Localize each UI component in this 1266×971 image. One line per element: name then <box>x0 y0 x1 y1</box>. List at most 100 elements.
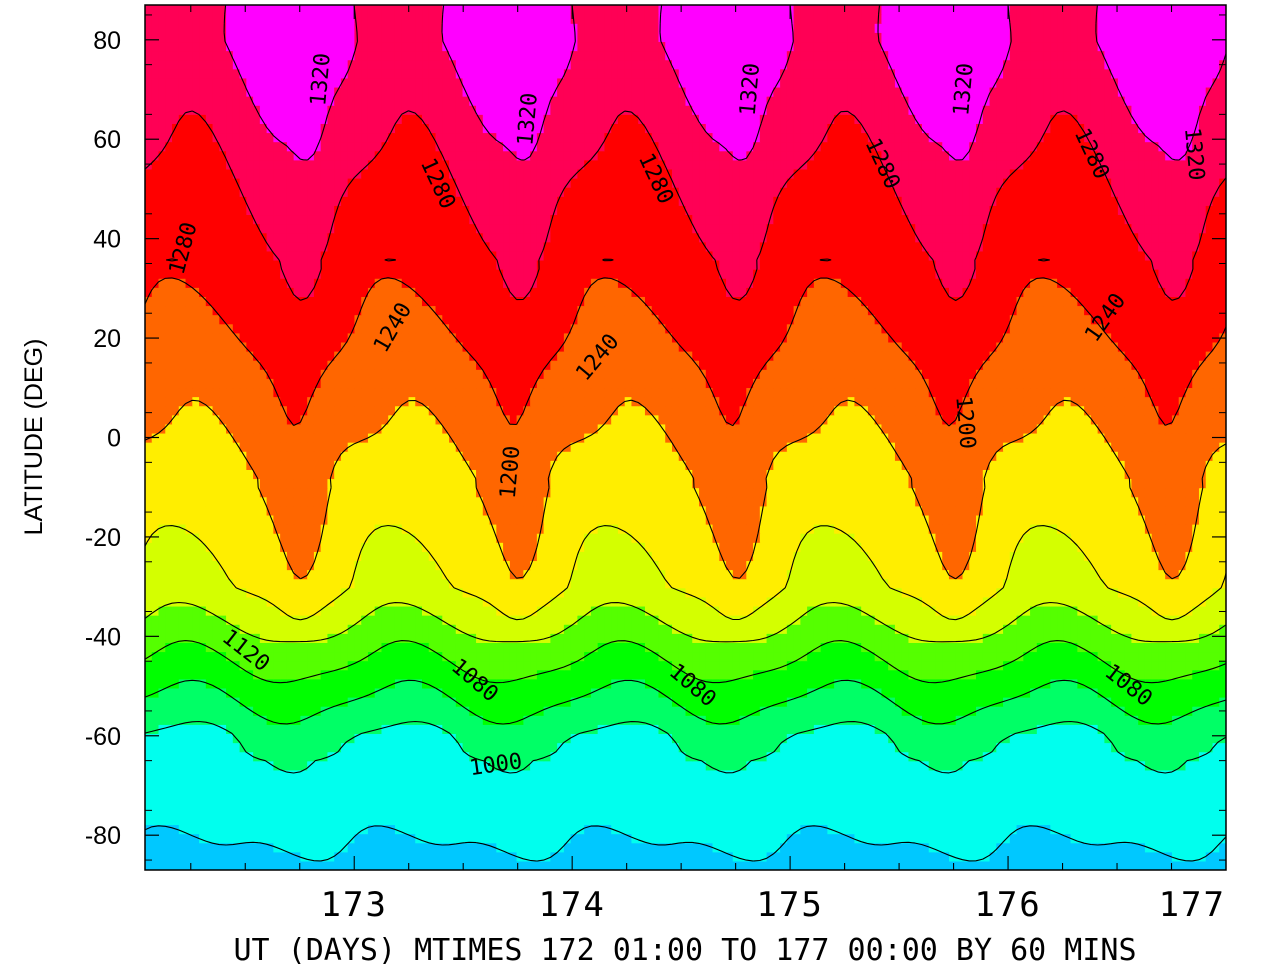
contour-band-cell <box>908 733 916 744</box>
contour-band-cell <box>1084 824 1092 835</box>
contour-band-cell <box>955 778 964 789</box>
contour-band-cell <box>212 642 220 653</box>
contour-band-cell <box>894 724 903 735</box>
contour-band-cell <box>172 769 180 780</box>
contour-band-cell <box>746 815 754 826</box>
contour-band-cell <box>921 733 930 744</box>
contour-band-cell <box>246 706 254 716</box>
contour-band-cell <box>212 824 220 835</box>
contour-band-cell <box>401 760 410 771</box>
contour-band-cell <box>259 605 268 616</box>
contour-band-cell <box>719 715 727 725</box>
contour-band-cell <box>1117 687 1126 698</box>
contour-band-cell <box>266 587 274 598</box>
contour-band-cell <box>178 715 187 725</box>
contour-band-cell <box>1138 724 1146 735</box>
contour-band-cell <box>462 706 470 716</box>
contour-band-cell <box>732 633 741 643</box>
contour-band-cell <box>1192 742 1200 753</box>
contour-band-cell <box>719 815 727 826</box>
contour-band-cell <box>516 742 524 753</box>
contour-band-cell <box>185 660 193 671</box>
contour-band-cell <box>1117 760 1126 771</box>
contour-band-cell <box>523 678 531 689</box>
contour-band-cell <box>293 587 301 598</box>
contour-band-cell <box>881 678 889 689</box>
contour-band-cell <box>840 769 849 780</box>
contour-band-cell <box>158 633 166 643</box>
contour-band-cell <box>185 733 193 744</box>
contour-band-cell <box>786 751 795 762</box>
contour-band-cell <box>1165 751 1173 762</box>
contour-band-cell <box>854 733 862 744</box>
contour-band-cell <box>969 769 977 780</box>
contour-band-cell <box>313 760 322 771</box>
contour-band-cell <box>644 760 653 771</box>
contour-band-cell <box>739 788 747 798</box>
contour-band-cell <box>320 788 329 798</box>
contour-band-cell <box>266 742 274 753</box>
contour-band-cell <box>1009 651 1018 662</box>
contour-band-cell <box>462 769 470 780</box>
contour-band-cell <box>854 678 862 689</box>
contour-band-cell <box>246 851 254 862</box>
contour-band-cell <box>1016 760 1024 771</box>
contour-band-cell <box>259 715 268 725</box>
contour-band-cell <box>185 769 193 780</box>
contour-band-cell <box>1036 715 1045 725</box>
contour-band-cell <box>1138 615 1146 625</box>
contour-band-cell <box>692 697 700 707</box>
contour-band-cell <box>178 697 187 707</box>
contour-band-cell <box>361 733 369 744</box>
contour-band-cell <box>982 842 991 853</box>
contour-band-cell <box>1185 715 1193 725</box>
contour-band-cell <box>1050 851 1058 862</box>
contour-band-cell <box>550 678 558 689</box>
contour-band-cell <box>611 642 619 653</box>
contour-band-cell <box>820 587 828 598</box>
contour-band-cell <box>1090 842 1099 853</box>
contour-band-cell <box>996 706 1004 716</box>
contour-band-cell <box>1171 615 1180 625</box>
contour-band-cell <box>239 833 247 844</box>
contour-band-cell <box>219 760 227 771</box>
contour-band-cell <box>685 687 693 698</box>
contour-band-cell <box>455 587 464 598</box>
contour-band-cell <box>543 724 551 735</box>
contour-band-cell <box>509 669 518 680</box>
contour-band-cell <box>719 860 727 870</box>
contour-band-cell <box>199 742 207 753</box>
contour-band-cell <box>496 769 504 780</box>
contour-band-cell <box>881 778 889 789</box>
contour-band-cell <box>739 660 747 671</box>
contour-band-cell <box>280 842 288 853</box>
contour-band-cell <box>624 596 633 607</box>
contour-band-cell <box>577 660 585 671</box>
contour-band-cell <box>469 751 477 762</box>
contour-band-cell <box>915 706 923 716</box>
contour-band-cell <box>1084 587 1092 598</box>
contour-band-cell <box>442 797 450 807</box>
contour-band-cell <box>840 587 849 598</box>
contour-band-cell <box>259 760 268 771</box>
contour-band-cell <box>915 642 923 653</box>
contour-band-cell <box>273 824 281 835</box>
contour-band-cell <box>516 842 524 853</box>
contour-band-cell <box>165 633 173 643</box>
contour-band-cell <box>280 596 288 607</box>
contour-band-cell <box>847 715 856 725</box>
contour-band-cell <box>347 605 356 616</box>
contour-band-cell <box>489 860 497 870</box>
contour-band-cell <box>1151 860 1160 870</box>
contour-band-cell <box>476 778 484 789</box>
contour-band-cell <box>1104 842 1112 853</box>
contour-band-cell <box>482 824 491 835</box>
contour-band-cell <box>232 760 241 771</box>
contour-band-cell <box>658 851 666 862</box>
contour-band-cell <box>1009 615 1018 625</box>
contour-band-cell <box>1090 769 1099 780</box>
contour-band-cell <box>807 851 815 862</box>
contour-band-cell <box>367 697 376 707</box>
contour-band-cell <box>266 642 274 653</box>
contour-band-cell <box>435 724 443 735</box>
